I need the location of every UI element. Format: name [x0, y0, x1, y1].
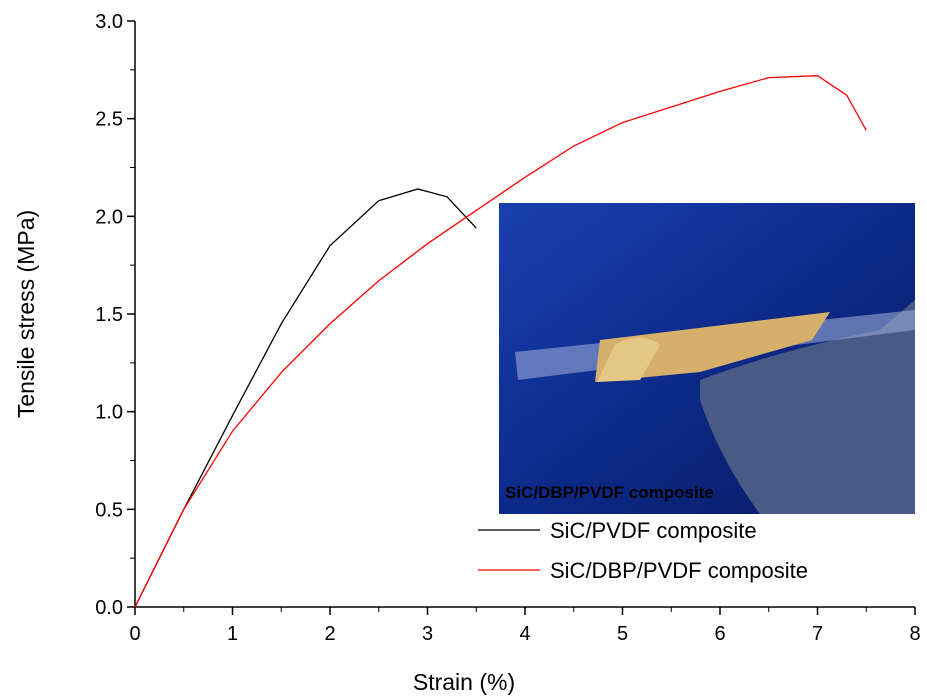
y-tick-label: 1.5	[95, 304, 123, 326]
x-tick-label: 0	[129, 623, 140, 645]
x-tick-label: 3	[422, 623, 433, 645]
x-axis-label: Strain (%)	[413, 669, 515, 695]
y-tick-label: 0.5	[95, 499, 123, 521]
x-tick-label: 2	[324, 623, 335, 645]
series-line	[134, 188, 477, 608]
legend-label: SiC/DBP/PVDF composite	[550, 558, 808, 583]
series-line	[134, 75, 867, 608]
x-tick-label: 4	[519, 623, 530, 645]
x-tick-label: 8	[909, 623, 920, 645]
y-tick-label: 1.0	[95, 402, 123, 424]
y-tick-label: 3.0	[95, 11, 123, 33]
x-tick-label: 6	[714, 623, 725, 645]
x-tick-label: 7	[812, 623, 823, 645]
inset-label: SiC/DBP/PVDF composite	[505, 483, 714, 502]
x-tick-label: 5	[617, 623, 628, 645]
y-tick-label: 0.0	[95, 597, 123, 619]
y-tick-label: 2.5	[95, 109, 123, 131]
y-axis-label: Tensile stress (MPa)	[13, 210, 39, 418]
x-tick-label: 1	[227, 623, 238, 645]
legend-label: SiC/PVDF composite	[550, 518, 757, 543]
y-tick-label: 2.0	[95, 206, 123, 228]
inset-photo: SiC/DBP/PVDF composite	[499, 203, 915, 514]
